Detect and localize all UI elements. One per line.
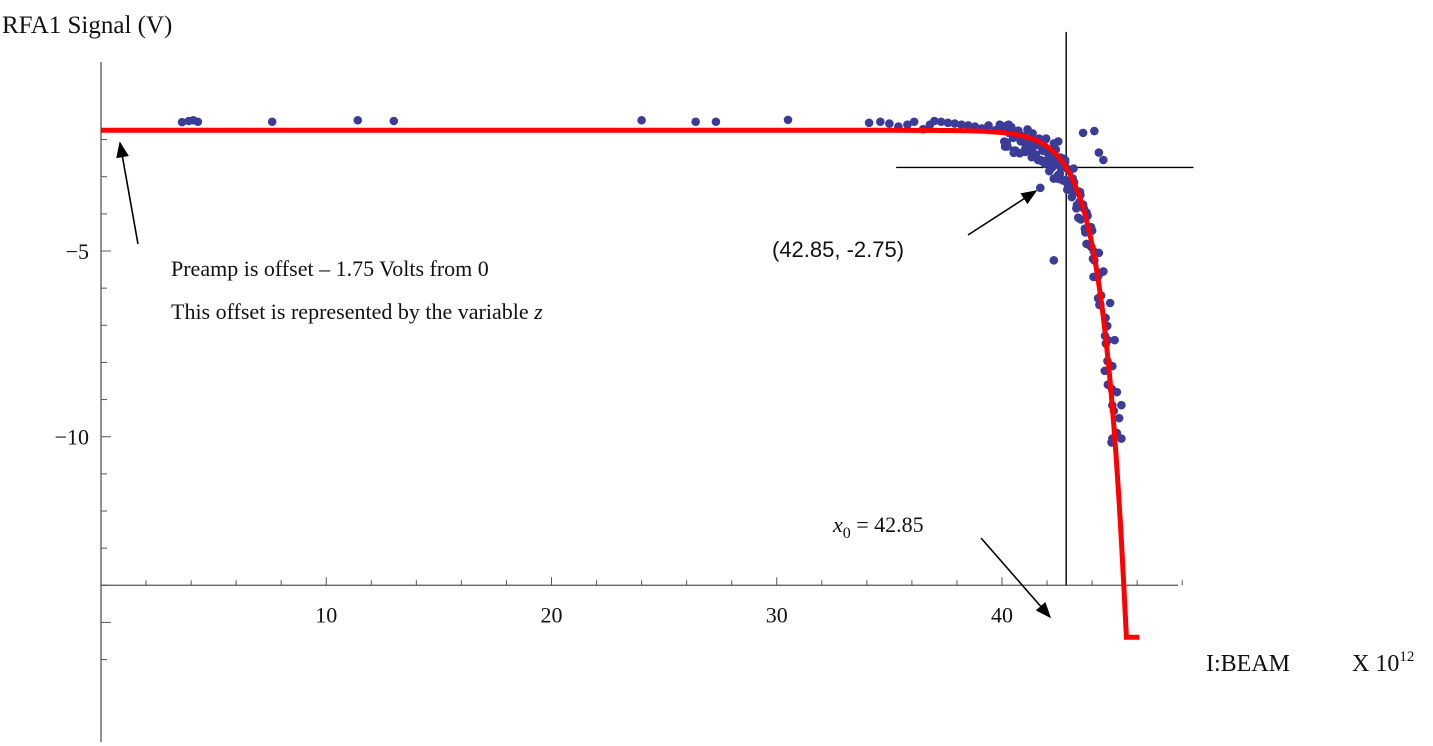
- data-point: [885, 119, 894, 128]
- y-tick-label: −5: [66, 239, 89, 264]
- x-ticks: 10 20 30 40: [145, 577, 1183, 627]
- data-point: [691, 117, 700, 127]
- data-point: [1054, 174, 1064, 184]
- data-point: [1027, 152, 1037, 162]
- x-tick-label: 40: [991, 602, 1013, 627]
- x0-arrow: [980, 537, 1052, 619]
- data-point: [1114, 413, 1124, 423]
- offset-text-line1: Preamp is offset – 1.75 Volts from 0: [171, 256, 489, 281]
- point-label: (42.85, -2.75): [772, 237, 904, 262]
- offset-text-line2-main: This offset is represented by the variab…: [171, 299, 534, 324]
- data-point: [903, 120, 912, 130]
- data-point: [1061, 175, 1071, 185]
- data-point: [1110, 335, 1119, 345]
- data-point: [1047, 153, 1057, 163]
- data-point: [1078, 128, 1088, 138]
- data-point: [995, 121, 1005, 131]
- reference-lines: [896, 31, 1194, 586]
- data-point: [1117, 400, 1126, 410]
- data-point: [1105, 298, 1115, 308]
- data-point: [1016, 137, 1025, 146]
- x-axis-label: I:BEAM X 1012: [1206, 649, 1414, 677]
- x-tick-label: 20: [541, 602, 563, 627]
- data-point: [936, 117, 946, 127]
- data-point: [1094, 148, 1104, 157]
- x0-value: = 42.85: [851, 512, 924, 537]
- x0-subscript: 0: [843, 525, 851, 542]
- data-point: [267, 117, 277, 127]
- data-point: [1020, 144, 1030, 154]
- data-point: [950, 119, 959, 128]
- data-point: [876, 117, 885, 127]
- x-axis-label-name: I:BEAM: [1206, 651, 1290, 677]
- data-point: [783, 115, 793, 125]
- data-point: [353, 115, 363, 125]
- data-point: [177, 117, 187, 127]
- y-axis-label: RFA1 Signal (V): [2, 12, 172, 39]
- data-points: [177, 115, 1126, 447]
- data-point: [957, 120, 966, 130]
- offset-arrow: [116, 141, 139, 245]
- data-point: [711, 117, 721, 127]
- axes: 10 20 30 40 −5 −10: [55, 62, 1183, 742]
- x-tick-label: 10: [315, 602, 337, 627]
- data-point: [1047, 163, 1057, 172]
- data-point: [984, 121, 993, 130]
- y-ticks: −5 −10: [55, 139, 111, 661]
- data-point: [1099, 155, 1108, 165]
- offset-variable: z: [533, 299, 543, 324]
- data-point: [637, 115, 646, 125]
- x0-annotation: x0 = 42.85: [832, 512, 1052, 619]
- data-point: [963, 121, 973, 130]
- data-point: [1049, 255, 1059, 265]
- x-axis-unit: X 10: [1352, 651, 1399, 677]
- fit-curve: [101, 127, 1140, 640]
- data-point: [1090, 126, 1099, 136]
- x-axis-exponent: 12: [1399, 649, 1414, 665]
- data-point: [1002, 138, 1012, 147]
- data-point: [1069, 164, 1078, 173]
- data-point: [864, 118, 874, 128]
- x0-symbol: x: [832, 512, 843, 537]
- x0-label: x0 = 42.85: [832, 512, 924, 542]
- data-point: [909, 117, 919, 127]
- data-point: [1035, 183, 1045, 193]
- y-tick-label: −10: [55, 425, 89, 450]
- data-point: [389, 116, 399, 126]
- data-point: [193, 117, 203, 127]
- offset-text-line2: This offset is represented by the variab…: [171, 299, 543, 324]
- point-arrow: [967, 190, 1038, 236]
- offset-annotation: Preamp is offset – 1.75 Volts from 0 Thi…: [116, 141, 543, 324]
- x-tick-label: 30: [766, 602, 788, 627]
- data-point: [930, 116, 939, 126]
- data-point: [1073, 213, 1083, 222]
- data-point: [943, 118, 953, 128]
- point-annotation: (42.85, -2.75): [772, 190, 1038, 262]
